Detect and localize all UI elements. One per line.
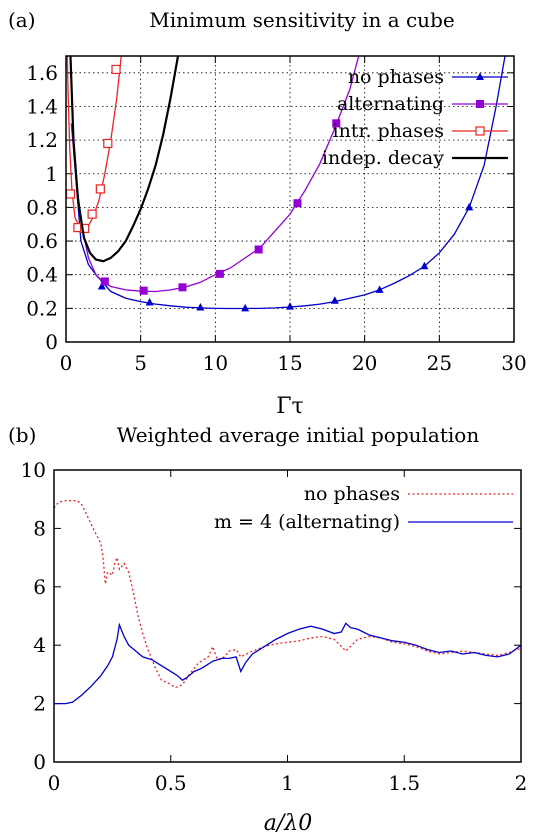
panel-a-xlabel: Γτ (276, 394, 303, 419)
legend-label-no-phases: no phases (304, 483, 400, 505)
panel-b-xlabel: a/λ0 (264, 811, 312, 836)
y-tick-label: 0 (45, 330, 58, 354)
marker-intr-phases (66, 189, 76, 199)
legend-marker-no-phases (476, 72, 484, 80)
panel-b-label: (b) (8, 423, 36, 447)
y-tick-label: 1.6 (26, 61, 58, 85)
y-tick-label: 0.6 (26, 229, 58, 253)
marker-alternating (215, 269, 224, 278)
marker-alternating (332, 119, 341, 128)
plot-area (66, 56, 506, 312)
y-tick-label: 0.4 (26, 263, 58, 287)
x-tick-label: 1 (281, 771, 294, 795)
marker-no-phases (330, 296, 339, 304)
x-tick-label: 2 (515, 771, 528, 795)
marker-no-phases (420, 261, 429, 270)
x-tick-label: 15 (277, 351, 302, 375)
marker-alternating (139, 286, 148, 295)
plot-area (54, 500, 521, 705)
marker-intr-phases (87, 209, 97, 219)
marker-intr-phases (80, 223, 90, 234)
y-tick-label: 1.4 (26, 94, 58, 118)
panel-a-grid (66, 56, 514, 342)
y-tick-label: 6 (33, 575, 46, 599)
legend-marker-alternating (476, 100, 484, 108)
legend-label-intr-phases: intr. phases (333, 120, 445, 142)
x-tick-label: 0 (60, 351, 73, 375)
panel-a-legend: no phases alternating intr. phases indep. d… (322, 66, 508, 169)
panel-b-ticks: 0 0.5 1 1.5 2 0 2 4 6 8 10 (21, 458, 528, 795)
legend-label-no-phases: no phases (348, 66, 444, 88)
marker-no-phases (286, 302, 294, 310)
series-line-alternating (70, 56, 360, 293)
panel-a-series (66, 56, 506, 312)
x-tick-label: 5 (134, 351, 147, 375)
y-tick-label: 0.8 (26, 195, 58, 219)
x-tick-label: 30 (501, 351, 526, 375)
series-line-indep-decay (69, 56, 180, 263)
panel-a-frame (65, 55, 515, 343)
y-tick-label: 1 (45, 162, 58, 186)
x-tick-label: 20 (352, 351, 377, 375)
y-tick-label: 1.2 (26, 128, 58, 152)
marker-no-phases (465, 202, 474, 211)
marker-intr-phases (111, 64, 121, 75)
marker-intr-phases (95, 184, 105, 194)
marker-no-phases (97, 281, 106, 290)
legend-label-alternating: alternating (337, 93, 444, 115)
marker-alternating (254, 245, 263, 254)
y-tick-label: 8 (33, 516, 46, 540)
marker-no-phases (375, 285, 384, 293)
series-line-m-4-alternating (54, 622, 521, 705)
x-tick-label: 25 (427, 351, 452, 375)
y-tick-label: 2 (33, 692, 46, 716)
legend-label-indep-decay: indep. decay (322, 147, 444, 169)
y-tick-label: 10 (21, 458, 46, 482)
series-line-no-phases (72, 56, 506, 310)
marker-alternating (178, 283, 187, 292)
x-tick-label: 1.5 (388, 771, 420, 795)
panel-a: (a) Minimum sensitivity in a cube 0 5 10 15… (8, 8, 527, 419)
marker-intr-phases (103, 138, 113, 149)
panel-a-label: (a) (8, 8, 36, 32)
y-tick-label: 4 (33, 633, 46, 657)
series-line-intr-phases (66, 56, 122, 231)
panel-a-title: Minimum sensitivity in a cube (149, 8, 454, 32)
y-tick-label: 0.2 (26, 296, 58, 320)
marker-no-phases (145, 297, 154, 306)
marker-no-phases (241, 303, 250, 312)
y-tick-label: 0 (33, 750, 46, 774)
panel-b: (b) Weighted average initial population … (8, 423, 527, 836)
legend-marker-intr-phases (475, 126, 485, 136)
panel-b-series (54, 500, 521, 705)
marker-no-phases (196, 303, 205, 311)
panel-a-ticks: 0 5 10 15 20 25 30 0 0.2 0.4 0.6 0.8 1 1.2 1.4 1.6 (26, 56, 527, 375)
x-tick-label: 10 (203, 351, 228, 375)
legend-label-m-4-alternating: m = 4 (alternating) (214, 511, 400, 533)
x-tick-label: 0 (48, 771, 61, 795)
marker-alternating (293, 199, 302, 208)
panel-b-legend: no phases m = 4 (alternating) (214, 483, 513, 533)
x-tick-label: 0.5 (155, 771, 187, 795)
series-line-no-phases (54, 500, 521, 689)
panel-b-title: Weighted average initial population (117, 423, 480, 447)
panel-b-frame (53, 469, 522, 763)
marker-alternating (100, 277, 109, 286)
